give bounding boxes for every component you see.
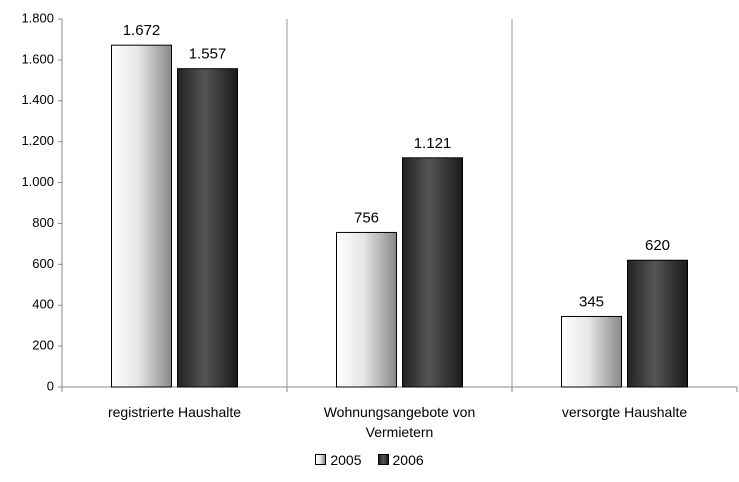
y-tick-label: 1.400	[21, 92, 54, 107]
y-tick-label: 600	[32, 256, 54, 271]
y-tick-label: 1.600	[21, 51, 54, 66]
legend-label: 2005	[330, 452, 362, 468]
bar	[336, 231, 397, 388]
y-tick-label: 800	[32, 215, 54, 230]
legend-item: 2006	[377, 452, 424, 468]
legend-item: 2005	[315, 452, 362, 468]
x-tick-label: versorgte Haushalte	[561, 404, 688, 420]
value-label: 620	[645, 237, 670, 254]
legend: 2005 2006	[0, 452, 739, 468]
y-tick-label: 1.200	[21, 133, 54, 148]
y-tick-label: 200	[32, 338, 54, 353]
bar	[627, 259, 688, 388]
bar	[177, 68, 238, 388]
y-tick-label: 0	[47, 378, 54, 393]
legend-label: 2006	[392, 452, 424, 468]
y-tick-label: 1.800	[21, 10, 54, 25]
legend-swatch	[315, 454, 327, 465]
x-tick-label: registrierte Haushalte	[107, 404, 242, 420]
value-label: 1.557	[189, 46, 227, 63]
value-label: 1.672	[123, 22, 161, 39]
legend-swatch	[377, 454, 389, 465]
y-tick-label: 400	[32, 297, 54, 312]
value-label: 345	[579, 293, 604, 310]
bar	[111, 44, 172, 388]
y-tick-label: 1.000	[21, 174, 54, 189]
bar	[561, 315, 622, 388]
x-tick-label: Wohnungsangebote von Vermietern	[323, 404, 476, 440]
bar	[402, 157, 463, 388]
value-label: 1.121	[414, 135, 452, 152]
value-label: 756	[354, 209, 379, 226]
